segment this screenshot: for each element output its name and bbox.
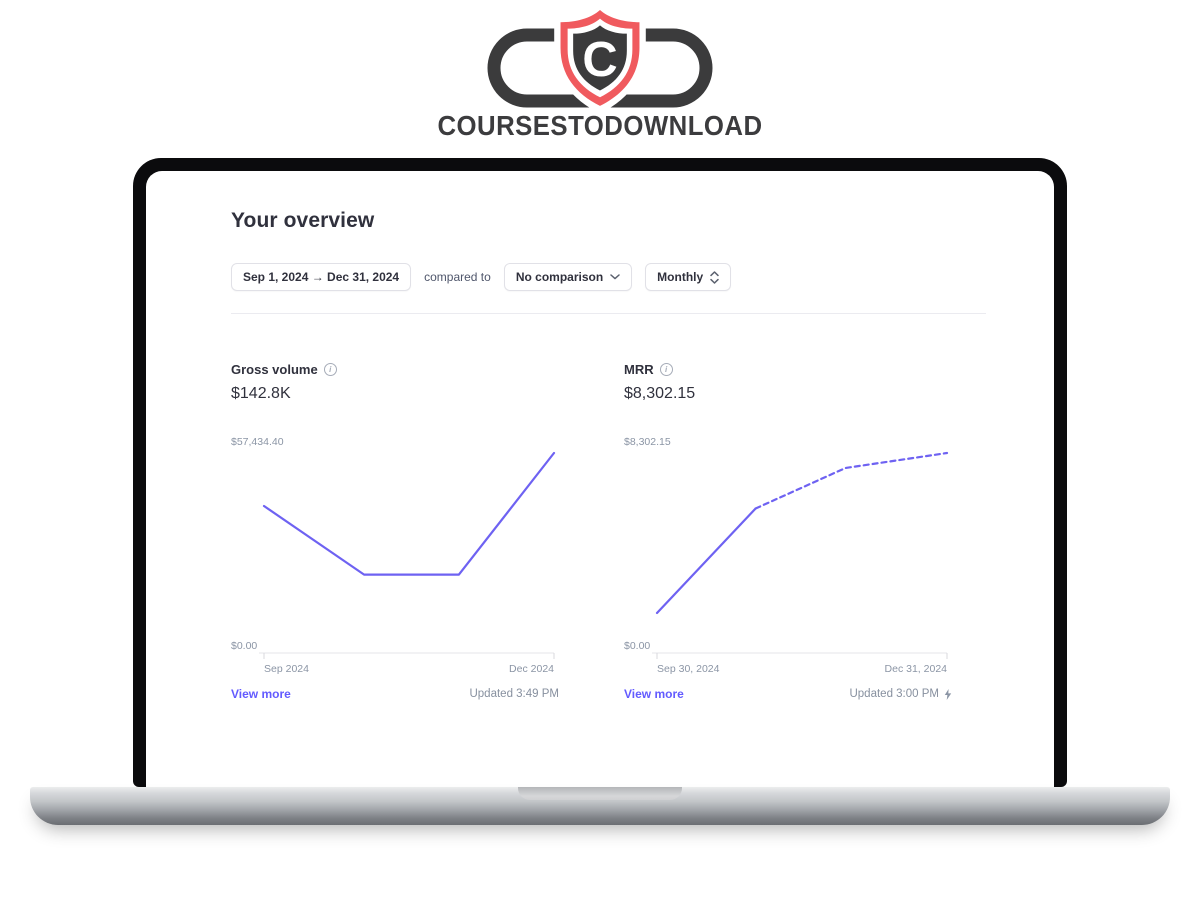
svg-text:Sep 2024: Sep 2024 (264, 663, 309, 675)
lightning-icon (944, 688, 952, 700)
courses-logo-icon: C (487, 10, 713, 114)
svg-text:Sep 30, 2024: Sep 30, 2024 (657, 663, 720, 675)
laptop-screen: Your overview Sep 1, 2024 → Dec 31, 2024… (146, 171, 1054, 787)
interval-dropdown[interactable]: Monthly (645, 263, 732, 291)
mrr-chart: MRR i $8,302.15 $8,302.15 $0.00 Sep 30, 20… (624, 362, 952, 701)
chart-title: Gross volume (231, 362, 318, 377)
date-range-button[interactable]: Sep 1, 2024 → Dec 31, 2024 (231, 263, 412, 291)
chevron-up-down-icon (710, 270, 719, 284)
gross-volume-chart: Gross volume i $142.8K $57,434.40 $0.00 Se… (231, 362, 559, 701)
logo-letter: C (582, 33, 617, 87)
laptop-screen-bezel: Your overview Sep 1, 2024 → Dec 31, 2024… (133, 158, 1067, 787)
dashboard: Your overview Sep 1, 2024 → Dec 31, 2024… (146, 171, 1054, 787)
updated-timestamp: Updated 3:49 PM (469, 688, 559, 700)
chart-headline-value: $142.8K (231, 385, 291, 402)
updated-timestamp: Updated 3:00 PM (849, 688, 952, 700)
svg-text:Dec 2024: Dec 2024 (509, 663, 554, 675)
comparison-value: No comparison (515, 270, 604, 284)
date-range-label: Sep 1, 2024 → Dec 31, 2024 (243, 270, 400, 284)
chevron-down-icon (610, 274, 620, 280)
page-title: Your overview (231, 209, 375, 232)
comparison-dropdown[interactable]: No comparison (503, 263, 633, 291)
info-icon[interactable]: i (659, 363, 673, 376)
view-more-link[interactable]: View more (231, 687, 291, 701)
svg-text:$0.00: $0.00 (624, 640, 650, 652)
info-icon[interactable]: i (323, 363, 337, 376)
compared-to-label: compared to (424, 270, 491, 284)
line-chart: $8,302.15 $0.00 Sep 30, 2024 Dec 31, 2024 (624, 436, 949, 675)
svg-text:Dec 31, 2024: Dec 31, 2024 (885, 663, 948, 675)
svg-text:$57,434.40: $57,434.40 (231, 436, 284, 448)
laptop-base (30, 787, 1170, 825)
svg-text:$8,302.15: $8,302.15 (624, 436, 671, 448)
chart-title: MRR (624, 362, 654, 377)
view-more-link[interactable]: View more (624, 687, 684, 701)
filters-row: Sep 1, 2024 → Dec 31, 2024 compared to N… (231, 263, 986, 291)
chart-headline-value: $8,302.15 (624, 385, 696, 402)
interval-value: Monthly (657, 270, 704, 284)
site-logo: C (0, 10, 1200, 114)
line-chart: $57,434.40 $0.00 Sep 2024 Dec 2024 (231, 436, 556, 675)
site-name: COURSESTODOWNLOAD (437, 110, 763, 141)
laptop-notch (518, 787, 682, 800)
charts-row: Gross volume i $142.8K $57,434.40 $0.00 Se… (231, 362, 986, 701)
svg-text:$0.00: $0.00 (231, 640, 257, 652)
divider (231, 313, 986, 314)
